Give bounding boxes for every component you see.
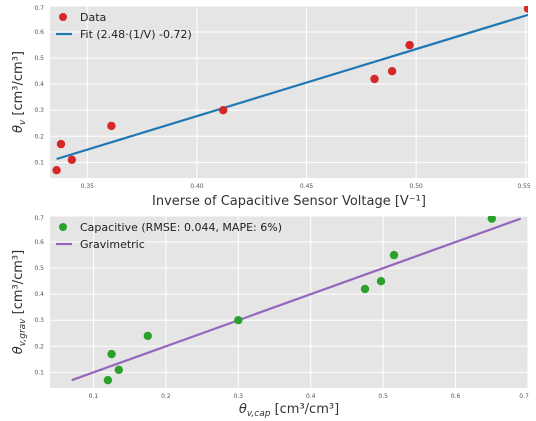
chart-panel-2: 0.1 0.2 0.3 0.4 0.5 0.6 0.7 0.1 0.2 0.3 0.4 0.5 0.6 0…: [11, 215, 529, 419]
x-tick-label: 0.55: [517, 183, 531, 190]
data-point: [107, 121, 116, 131]
x-tick-label: 0.50: [409, 183, 423, 190]
y-tick-label: 0.4: [34, 291, 44, 298]
data-point: [107, 349, 116, 359]
data-point: [387, 67, 397, 76]
series-layer: [71, 216, 522, 385]
y-tick-label: 0.6: [34, 29, 44, 36]
data-point: [114, 365, 124, 374]
y-tick-label: 0.1: [34, 159, 44, 166]
data-point: [376, 277, 386, 286]
chart-panel-1: 0.35 0.40 0.45 0.50 0.55 0.1 0.2 0.3 0.4 0.5 0.6 0.…: [11, 5, 531, 209]
y-tick-label: 0.7: [34, 5, 44, 12]
data-point: [143, 331, 152, 341]
data-point: [219, 106, 228, 115]
data-point: [370, 74, 379, 84]
plot-area: [50, 6, 528, 178]
data-point: [523, 6, 528, 13]
legend-label: Gravimetric: [80, 238, 145, 251]
series-layer: [52, 6, 528, 175]
data-point: [405, 40, 414, 50]
x-tick-label: 0.40: [190, 183, 204, 190]
legend: Capacitive (RMSE: 0.044, MAPE: 6%) Gravim…: [56, 221, 282, 251]
x-axis-label: θv,cap [cm³/cm³]: [239, 402, 339, 419]
y-tick-label: 0.2: [34, 133, 44, 140]
y-axis-label: θv [cm³/cm³]: [11, 51, 28, 133]
legend-label: Capacitive (RMSE: 0.044, MAPE: 6%): [80, 221, 282, 234]
y-axis-label: θv,grav [cm³/cm³]: [11, 250, 28, 354]
data-point: [67, 155, 77, 164]
x-tick-label: 0.3: [234, 393, 244, 400]
x-tick-label: 0.4: [306, 393, 316, 400]
x-tick-label: 0.35: [81, 183, 95, 190]
data-point: [389, 250, 399, 260]
series-line: [71, 217, 522, 382]
data-point: [360, 284, 370, 294]
x-tick-label: 0.45: [300, 183, 314, 190]
data-point: [52, 166, 61, 175]
x-tick-label: 0.2: [161, 393, 171, 400]
legend-marker: [59, 13, 67, 21]
y-tick-label: 0.3: [34, 107, 44, 114]
series-line: [56, 13, 528, 161]
y-tick-label: 0.1: [34, 369, 44, 376]
legend-label: Fit (2.48·(1/V) -0.72): [80, 28, 192, 41]
x-tick-label: 0.5: [378, 393, 388, 400]
y-tick-label: 0.2: [34, 343, 44, 350]
x-tick-label: 0.1: [89, 393, 99, 400]
y-tick-label: 0.5: [34, 265, 44, 272]
data-point: [103, 376, 113, 385]
data-point: [487, 216, 496, 223]
legend-marker: [59, 223, 67, 231]
x-tick-label: 0.7: [519, 393, 529, 400]
x-tick-label: 0.6: [451, 393, 461, 400]
y-tick-label: 0.7: [34, 215, 44, 222]
x-axis-label: Inverse of Capacitive Sensor Voltage [V⁻…: [152, 194, 426, 209]
legend-label: Data: [80, 11, 106, 24]
y-tick-label: 0.5: [34, 55, 44, 62]
y-tick-label: 0.6: [34, 239, 44, 246]
data-point: [56, 139, 66, 149]
data-point: [234, 316, 243, 325]
y-tick-label: 0.3: [34, 317, 44, 324]
y-tick-label: 0.4: [34, 81, 44, 88]
legend: Data Fit (2.48·(1/V) -0.72): [56, 11, 192, 41]
